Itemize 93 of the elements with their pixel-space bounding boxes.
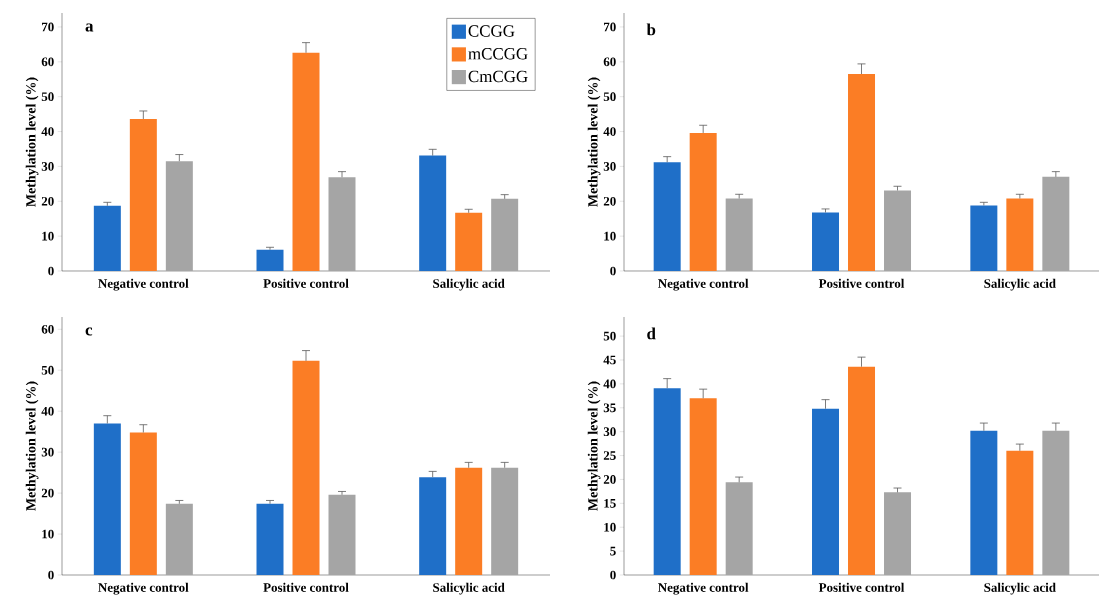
bar (292, 360, 320, 575)
bar (884, 492, 912, 575)
y-tick-label: 0 (48, 266, 54, 276)
y-tick-label: 40 (41, 406, 54, 416)
bar (165, 503, 193, 575)
y-tick-label: 25 (603, 451, 616, 460)
y-tick-label: 20 (603, 196, 616, 206)
y-axis-title: Methylation level (%) (25, 77, 39, 207)
y-tick-label: 10 (42, 231, 54, 241)
y-tick-label: 45 (603, 355, 616, 365)
y-tick-label: 50 (41, 365, 54, 375)
y-tick-label: 40 (603, 379, 616, 389)
bar (812, 212, 840, 271)
bar (689, 132, 717, 271)
y-tick-label: 40 (603, 127, 616, 136)
chart-title: d (647, 327, 656, 340)
bar (491, 467, 519, 575)
y-tick-label: 10 (604, 522, 616, 532)
y-axis-title: Methylation level (%) (587, 381, 601, 511)
bar (256, 249, 284, 271)
bar (653, 388, 681, 575)
chart-title: b (646, 23, 656, 36)
bar (970, 430, 998, 575)
x-tick-label: Positive control (263, 278, 349, 288)
x-tick-label: Salicylic acid (433, 278, 505, 291)
x-tick-label: Negative control (98, 278, 189, 291)
bar (689, 398, 717, 575)
y-tick-label: 50 (41, 92, 54, 102)
x-tick-label: Salicylic acid (984, 278, 1056, 291)
y-tick-label: 30 (603, 427, 616, 437)
bar (884, 190, 912, 271)
x-tick-label: Negative control (658, 278, 749, 291)
y-tick-label: 35 (603, 403, 616, 413)
x-tick-label: Salicylic acid (433, 582, 505, 595)
x-tick-label: Negative control (658, 582, 749, 595)
bar (328, 494, 356, 575)
bar (848, 74, 876, 271)
y-tick-label: 0 (610, 570, 616, 580)
x-tick-label: Positive control (818, 582, 905, 592)
bar (93, 205, 121, 271)
chart-title: a (85, 23, 94, 32)
y-tick-label: 60 (41, 324, 54, 334)
bar (491, 198, 519, 271)
x-tick-label: Positive control (263, 582, 349, 592)
y-tick-label: 60 (41, 57, 54, 67)
bar (848, 366, 876, 575)
y-tick-label: 20 (41, 488, 54, 498)
y-tick-label: 10 (42, 529, 54, 539)
bar (1006, 198, 1034, 271)
legend-label: mCCGG (468, 48, 528, 60)
y-tick-label: 50 (603, 92, 616, 102)
y-tick-label: 0 (610, 266, 616, 276)
y-tick-label: 60 (603, 57, 616, 67)
bar (812, 408, 840, 575)
x-tick-label: Positive control (818, 278, 905, 288)
y-tick-label: 30 (41, 447, 54, 457)
bar (1042, 176, 1070, 271)
legend-label: CCGG (468, 25, 515, 37)
bar (129, 118, 157, 271)
bar (129, 432, 157, 575)
y-tick-label: 20 (603, 475, 616, 484)
y-tick-label: 70 (604, 22, 616, 32)
x-tick-label: Salicylic acid (984, 582, 1056, 595)
bar (419, 155, 447, 271)
bar (725, 482, 753, 575)
y-tick-label: 0 (48, 570, 54, 580)
y-axis-title: Methylation level (%) (587, 77, 601, 207)
chart-title: c (85, 327, 93, 336)
bar (165, 161, 193, 271)
y-tick-label: 20 (41, 196, 54, 206)
bar (419, 477, 447, 575)
bar (292, 52, 320, 271)
bar (725, 198, 753, 271)
bar (1006, 450, 1034, 575)
legend-label: CmCGG (468, 70, 528, 83)
bar (328, 177, 356, 271)
y-tick-label: 50 (603, 331, 616, 341)
bar (653, 162, 681, 271)
y-tick-label: 40 (41, 127, 54, 136)
y-tick-label: 15 (604, 499, 616, 508)
bar (455, 467, 483, 575)
y-tick-label: 30 (603, 162, 616, 171)
bar (1042, 430, 1070, 575)
y-tick-label: 5 (610, 546, 616, 556)
y-tick-label: 30 (41, 162, 54, 171)
x-tick-label: Negative control (98, 582, 189, 595)
bar (256, 503, 284, 575)
bar (970, 205, 998, 271)
bar (455, 212, 483, 271)
y-tick-label: 70 (42, 22, 54, 32)
bar (93, 423, 121, 575)
y-tick-label: 10 (604, 231, 616, 241)
y-axis-title: Methylation level (%) (25, 381, 39, 511)
